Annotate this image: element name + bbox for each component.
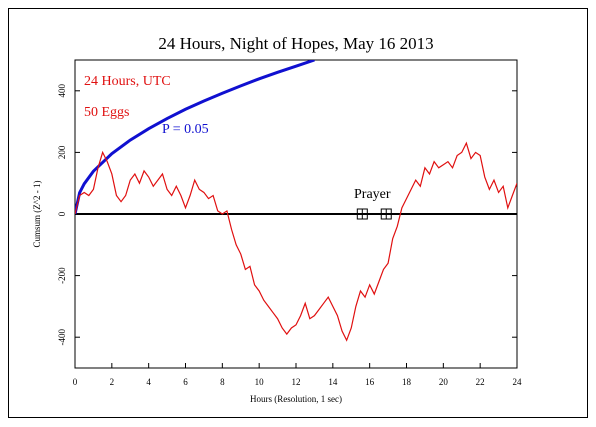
- x-tick-label: 2: [110, 377, 115, 387]
- frame: [8, 8, 588, 418]
- y-tick-label: 200: [57, 145, 67, 159]
- x-tick-label: 20: [439, 377, 449, 387]
- y-tick-label: 400: [57, 84, 67, 98]
- x-tick-label: 18: [402, 377, 412, 387]
- series-line: [75, 60, 315, 215]
- y-tick-label: -400: [57, 328, 67, 345]
- annotation: Prayer: [354, 187, 391, 202]
- annotation: P = 0.05: [162, 122, 209, 137]
- x-tick-label: 6: [183, 377, 188, 387]
- annotation: 50 Eggs: [84, 105, 130, 120]
- x-tick-label: 12: [292, 377, 301, 387]
- y-tick-label: -200: [57, 267, 67, 284]
- x-axis-label: Hours (Resolution, 1 sec): [250, 394, 342, 404]
- x-tick-label: 22: [476, 377, 485, 387]
- x-tick-label: 24: [513, 377, 523, 387]
- chart-title: 24 Hours, Night of Hopes, May 16 2013: [158, 34, 433, 53]
- x-tick-label: 0: [73, 377, 78, 387]
- x-tick-label: 14: [328, 377, 338, 387]
- x-tick-label: 8: [220, 377, 225, 387]
- y-tick-label: 0: [57, 211, 67, 216]
- x-tick-label: 16: [365, 377, 375, 387]
- y-axis-label: Cumsum (Z^2 - 1): [32, 181, 42, 248]
- annotation: 24 Hours, UTC: [84, 74, 171, 89]
- series-line: [75, 141, 517, 342]
- x-tick-label: 4: [146, 377, 151, 387]
- x-tick-label: 10: [255, 377, 265, 387]
